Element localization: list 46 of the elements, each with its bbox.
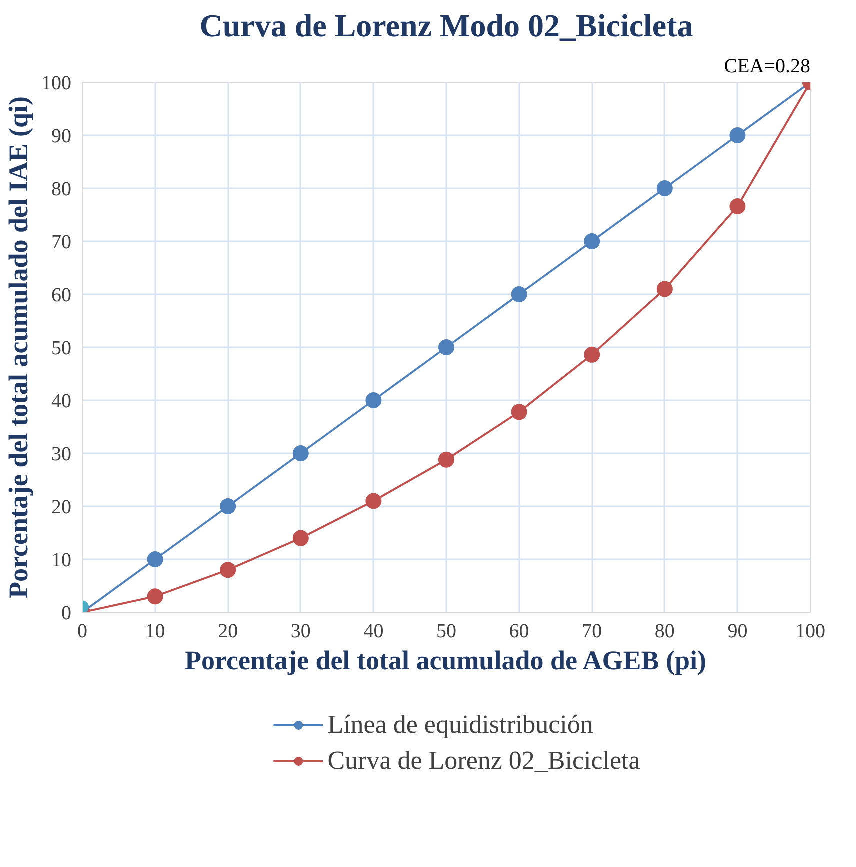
- point: [511, 286, 528, 302]
- point: [730, 128, 746, 144]
- y-tick-label: 10: [52, 550, 72, 572]
- point: [220, 498, 236, 514]
- x-tick-label: 0: [78, 620, 88, 642]
- legend-label: Línea de equidistribución: [328, 710, 594, 740]
- point: [584, 234, 600, 250]
- chart-title: Curva de Lorenz Modo 02_Bicicleta: [200, 8, 694, 44]
- y-tick-label: 60: [52, 284, 72, 306]
- x-tick-label: 90: [728, 620, 748, 642]
- x-tick-label: 10: [145, 620, 166, 642]
- y-tick-label: 20: [52, 496, 72, 518]
- point: [292, 446, 309, 462]
- x-tick-label: 20: [218, 620, 238, 642]
- point: [292, 530, 309, 546]
- legend-label: Curva de Lorenz 02_Bicicleta: [328, 746, 640, 776]
- text: CEA=0.28: [724, 56, 810, 78]
- point: [730, 198, 746, 215]
- x-tick-label: 80: [654, 620, 675, 642]
- y-tick-label: 100: [42, 72, 72, 94]
- x-tick-label: 100: [796, 620, 826, 642]
- y-tick-label: 30: [52, 444, 72, 466]
- point: [147, 552, 164, 568]
- point: [656, 180, 673, 196]
- point: [438, 340, 454, 356]
- point: [511, 404, 528, 420]
- y-tick-label: 70: [52, 232, 72, 254]
- y-axis-title: Porcentaje del total acumulado del IAE (qi): [4, 96, 34, 598]
- x-axis-title: Porcentaje del total acumulado de AGEB (pi): [185, 646, 706, 676]
- point: [584, 346, 600, 363]
- point: [438, 452, 454, 468]
- y-tick-label: 0: [62, 602, 72, 624]
- y-tick-label: 40: [52, 390, 72, 412]
- y-tick-label: 90: [52, 126, 72, 148]
- point: [656, 281, 673, 298]
- x-tick-label: 40: [364, 620, 384, 642]
- y-tick-label: 80: [52, 178, 72, 200]
- x-tick-label: 60: [509, 620, 530, 642]
- point: [147, 588, 164, 605]
- y-tick-label: 50: [52, 338, 72, 360]
- x-tick-label: 70: [582, 620, 602, 642]
- point: [366, 493, 382, 510]
- x-tick-label: 30: [290, 620, 311, 642]
- point: [220, 562, 236, 578]
- x-tick-label: 50: [436, 620, 456, 642]
- point: [366, 392, 382, 408]
